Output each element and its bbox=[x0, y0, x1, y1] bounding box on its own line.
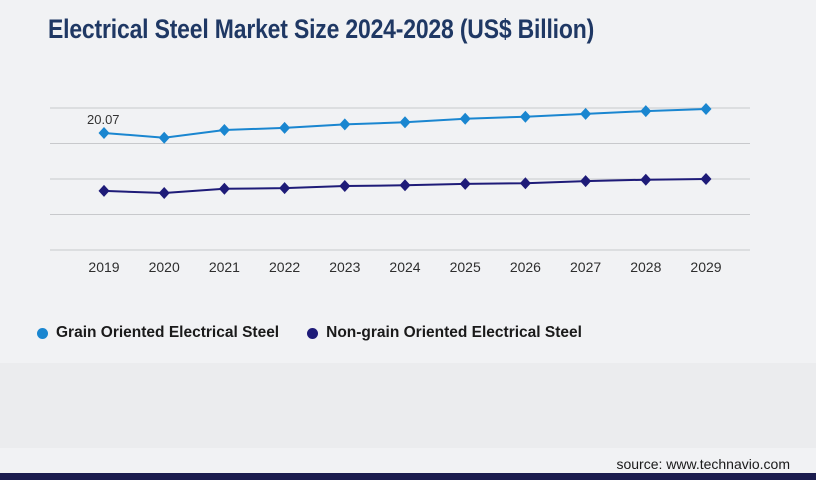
legend-item-label: Non-grain Oriented Electrical Steel bbox=[326, 324, 582, 341]
data-point-label: 20.07 bbox=[87, 112, 120, 127]
data-point-marker bbox=[339, 118, 351, 131]
legend-marker-icon bbox=[307, 327, 319, 339]
x-axis-label: 2020 bbox=[149, 259, 180, 275]
x-axis-label: 2027 bbox=[570, 259, 601, 275]
data-point-marker bbox=[399, 179, 411, 192]
data-point-marker bbox=[158, 131, 170, 144]
data-point-marker bbox=[519, 177, 531, 190]
data-point-marker bbox=[580, 107, 592, 120]
legend-item: Non-grain Oriented Electrical Steel bbox=[307, 324, 582, 342]
data-point-marker bbox=[98, 184, 110, 197]
line-chart: 2019 2020 2021 2022 2023 2024 2025 2026 2027 2028… bbox=[0, 80, 816, 280]
data-point-marker bbox=[218, 182, 230, 195]
data-point-marker bbox=[519, 110, 531, 123]
chart-legend: Grain Oriented Electrical Steel Non-grain… bbox=[37, 324, 582, 342]
x-axis-label: 2029 bbox=[690, 259, 721, 275]
data-point-marker bbox=[399, 116, 411, 129]
data-point-marker bbox=[640, 173, 652, 186]
x-axis-label: 2023 bbox=[329, 259, 360, 275]
data-point-marker bbox=[98, 127, 110, 139]
x-axis-label: 2024 bbox=[389, 259, 420, 275]
source-text: source: www.technavio.com bbox=[616, 456, 790, 472]
data-point-marker bbox=[459, 177, 471, 190]
legend-item: Grain Oriented Electrical Steel bbox=[37, 324, 279, 342]
data-point-marker bbox=[459, 112, 471, 125]
x-axis-label: 2025 bbox=[450, 259, 481, 275]
data-point-marker bbox=[700, 102, 712, 115]
x-axis-label: 2019 bbox=[88, 259, 119, 275]
data-point-marker bbox=[279, 182, 291, 195]
footer-bar bbox=[0, 473, 816, 480]
data-point-marker bbox=[158, 186, 170, 199]
legend-marker-icon bbox=[37, 327, 48, 339]
data-point-marker bbox=[279, 121, 291, 134]
line-chart-canvas: 2019 2020 2021 2022 2023 2024 2025 2026 2027 2028… bbox=[50, 102, 750, 275]
x-axis-label: 2022 bbox=[269, 259, 300, 275]
x-axis-label: 2021 bbox=[209, 259, 240, 275]
data-point-marker bbox=[339, 179, 351, 192]
lower-band bbox=[0, 363, 816, 448]
data-point-marker bbox=[700, 172, 712, 185]
data-point-marker bbox=[640, 105, 652, 118]
data-point-marker bbox=[218, 123, 230, 136]
legend-item-label: Grain Oriented Electrical Steel bbox=[56, 324, 280, 341]
x-axis-label: 2028 bbox=[630, 259, 661, 275]
data-point-marker bbox=[580, 175, 592, 188]
chart-title: Electrical Steel Market Size 2024-2028 (… bbox=[48, 14, 595, 44]
x-axis-label: 2026 bbox=[510, 259, 541, 275]
